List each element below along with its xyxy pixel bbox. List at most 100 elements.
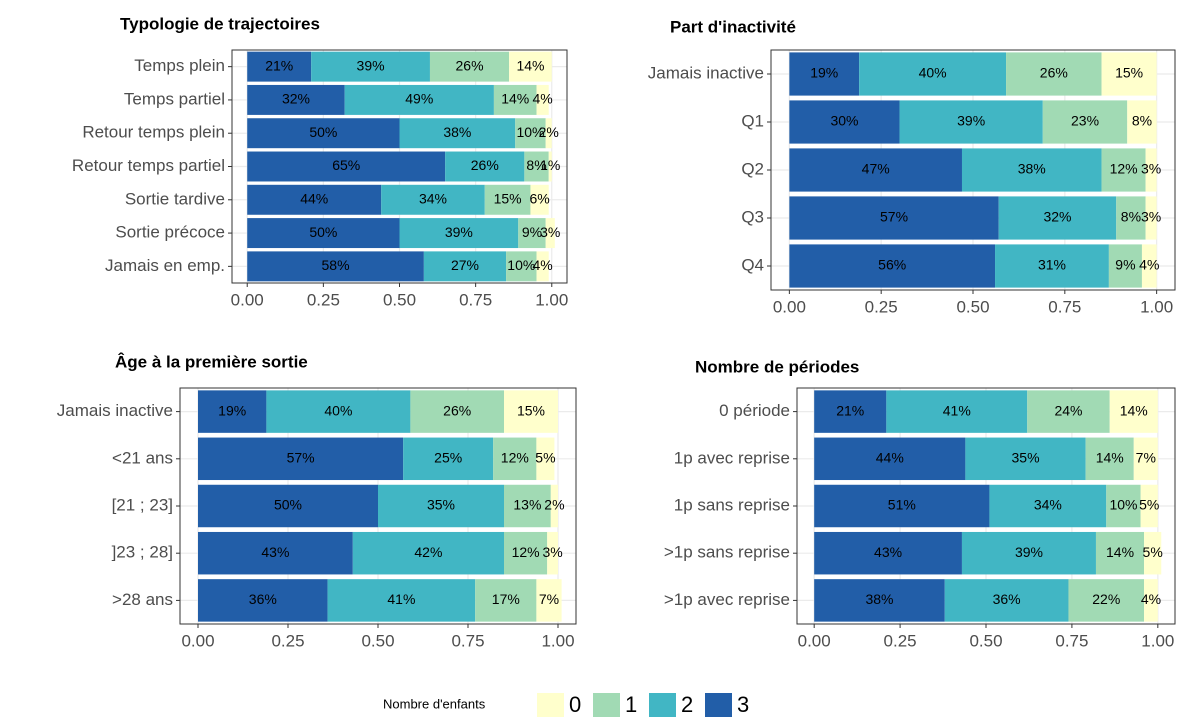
legend-label: 2 (681, 692, 693, 717)
x-tick-label: 0.00 (231, 290, 264, 309)
y-tick-label: [21 ; 23] (112, 495, 173, 514)
bar-segment (886, 390, 1028, 433)
x-tick-label: 1.00 (535, 290, 568, 309)
plot-border (796, 387, 1176, 625)
value-label: 26% (456, 57, 484, 73)
value-label: 22% (1092, 591, 1120, 607)
y-tick-label: >1p avec reprise (664, 590, 790, 609)
bar-segment (789, 244, 996, 288)
x-tick-label: 0.25 (884, 631, 917, 650)
value-label: 35% (1012, 450, 1040, 466)
bar-segment (536, 579, 562, 622)
y-tick-label: Temps plein (134, 56, 225, 75)
value-label: 43% (261, 544, 289, 560)
value-label: 15% (1115, 65, 1143, 81)
value-label: 26% (1040, 65, 1068, 81)
value-label: 14% (501, 91, 529, 107)
value-label: 44% (876, 450, 904, 466)
bar-segment (814, 531, 962, 575)
value-label: 38% (1018, 161, 1046, 177)
bar-segment (381, 184, 485, 215)
bar-segment (789, 148, 962, 192)
value-label: 21% (265, 57, 293, 73)
bar-segment (965, 437, 1086, 481)
bar-segment (1101, 148, 1146, 192)
x-tick-label: 0.50 (361, 631, 394, 650)
bar-segment (429, 51, 510, 82)
bar-segment (536, 437, 555, 481)
legend-label: 1 (625, 692, 637, 717)
bar-segment (989, 484, 1107, 528)
value-label: 26% (471, 157, 499, 173)
bar-segment (399, 118, 516, 149)
bar-segment (814, 437, 966, 481)
x-tick-label: 1.00 (541, 631, 574, 650)
y-tick-label: ]23 ; 28] (112, 543, 173, 562)
bar-segment (484, 184, 531, 215)
value-label: 44% (300, 190, 328, 206)
bar-segment (1095, 531, 1145, 575)
bar-segment (311, 51, 430, 82)
value-label: 7% (1136, 450, 1156, 466)
bar-segment (247, 251, 424, 282)
y-tick-label: Q4 (741, 255, 764, 274)
bar-segment (1027, 390, 1110, 433)
y-tick-label: 1p sans reprise (674, 495, 790, 514)
value-label: 38% (865, 591, 893, 607)
x-tick-label: 0.00 (181, 631, 214, 650)
bar-segment (814, 484, 990, 528)
x-tick-label: 0.75 (1055, 631, 1088, 650)
y-tick-label: Jamais inactive (57, 401, 173, 420)
plot-border (231, 49, 568, 284)
value-label: 38% (443, 124, 471, 140)
x-tick-label: 0.25 (865, 297, 898, 316)
x-tick-label: 0.50 (956, 297, 989, 316)
bar-segment (1140, 484, 1158, 528)
legend-swatch (649, 693, 676, 717)
y-tick-label: >28 ans (112, 590, 173, 609)
bar-segment (247, 118, 400, 149)
x-tick-label: 1.00 (1140, 297, 1173, 316)
value-label: 50% (309, 224, 337, 240)
bar-segment (445, 151, 525, 182)
value-label: 17% (492, 591, 520, 607)
bar-segment (545, 218, 555, 249)
bar-segment (344, 84, 494, 115)
legend-label: 3 (737, 692, 749, 717)
value-label: 42% (414, 544, 442, 560)
value-label: 58% (322, 257, 350, 273)
bar-segment (198, 579, 328, 622)
bar-segment (547, 531, 558, 575)
value-label: 7% (539, 591, 559, 607)
legend-swatch (537, 693, 564, 717)
value-label: 19% (218, 402, 246, 418)
value-label: 5% (535, 450, 555, 466)
value-label: 2% (539, 124, 559, 140)
bar-segment (998, 196, 1117, 240)
bar-segment (247, 218, 400, 249)
value-label: 3% (1141, 209, 1161, 225)
value-label: 9% (522, 224, 542, 240)
y-tick-label: Jamais inactive (648, 63, 764, 82)
bar-segment (247, 184, 382, 215)
legend-label: 0 (569, 692, 581, 717)
value-label: 9% (1115, 257, 1135, 273)
value-label: 19% (810, 65, 838, 81)
bar-segment (1145, 196, 1157, 240)
bar-segment (1144, 531, 1162, 575)
value-label: 26% (443, 402, 471, 418)
bar-segment (789, 100, 900, 144)
bar-segment (493, 84, 537, 115)
value-label: 1% (540, 157, 560, 173)
plot-border (179, 387, 577, 625)
bar-segment (518, 218, 546, 249)
value-label: 10% (1109, 497, 1137, 513)
bar-segment (266, 390, 411, 433)
value-label: 30% (830, 113, 858, 129)
value-label: 47% (862, 161, 890, 177)
bar-segment (1141, 244, 1157, 288)
value-label: 36% (249, 591, 277, 607)
x-tick-label: 0.00 (798, 631, 831, 650)
value-label: 39% (1015, 544, 1043, 560)
value-label: 49% (405, 91, 433, 107)
